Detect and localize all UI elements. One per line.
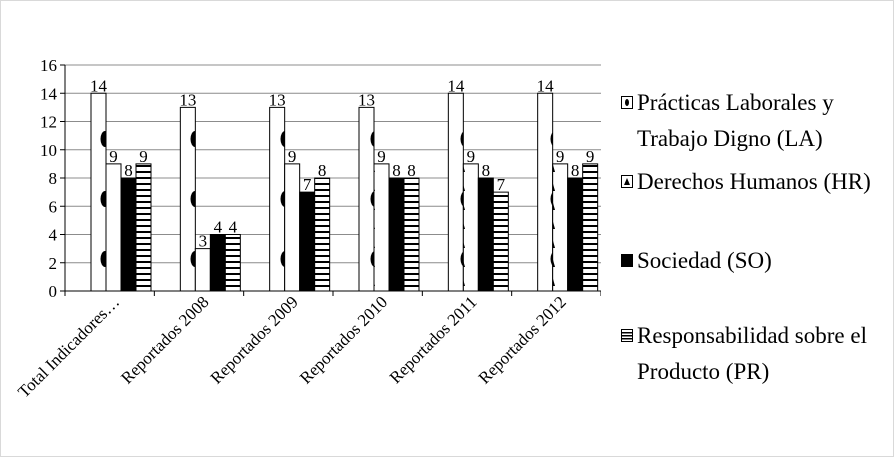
- data-label: 7: [497, 175, 506, 194]
- bar: [477, 177, 494, 292]
- bar: [194, 248, 211, 292]
- legend-item-pr: Responsabilidad sobre el Producto (PR): [617, 318, 887, 390]
- y-tick-label: 16: [40, 56, 57, 75]
- data-label: 14: [447, 76, 465, 95]
- y-tick-label: 2: [49, 254, 58, 273]
- bar: [284, 163, 301, 292]
- y-tick-label: 12: [40, 113, 57, 132]
- bar: [179, 106, 196, 292]
- legend-marker-hr: [621, 175, 633, 188]
- y-tick-label: 4: [49, 226, 58, 245]
- bars: [90, 92, 599, 292]
- data-label: 8: [392, 161, 401, 180]
- y-tick-label: 14: [40, 84, 58, 103]
- legend-marker-la: [621, 96, 633, 109]
- data-label: 8: [124, 161, 133, 180]
- data-label: 9: [288, 147, 297, 166]
- bar: [567, 177, 584, 292]
- bar: [492, 191, 509, 292]
- y-tick-label: 6: [49, 197, 58, 216]
- legend-item-so: Sociedad (SO): [617, 243, 887, 279]
- x-tick-label: Reportados 2008: [117, 292, 212, 387]
- gridlines: [65, 64, 601, 292]
- bar: [552, 163, 569, 292]
- x-tick-label: Reportados 2011: [386, 292, 481, 387]
- x-tick-label: Reportados 2010: [296, 292, 391, 387]
- y-tick-label: 0: [49, 282, 58, 301]
- data-label: 9: [139, 147, 148, 166]
- bar: [537, 92, 554, 292]
- bar: [120, 177, 137, 292]
- bar: [105, 163, 122, 292]
- data-label: 7: [303, 175, 312, 194]
- bar: [224, 234, 241, 292]
- data-label: 3: [199, 232, 208, 251]
- x-tick-label: Reportados 2012: [475, 292, 570, 387]
- data-label: 8: [482, 161, 491, 180]
- bar: [358, 106, 375, 292]
- bar: [314, 177, 331, 292]
- bar: [269, 106, 286, 292]
- data-label: 13: [179, 90, 196, 109]
- data-label: 9: [377, 147, 386, 166]
- legend-item-hr: Derechos Humanos (HR): [617, 164, 887, 200]
- data-label: 13: [269, 90, 286, 109]
- data-label: 8: [318, 161, 327, 180]
- x-tick-label: Total Indicadores…: [14, 292, 123, 401]
- bar: [388, 177, 405, 292]
- bar: [90, 92, 107, 292]
- data-label: 14: [90, 76, 108, 95]
- x-tick-label: Reportados 2009: [207, 292, 302, 387]
- data-label: 4: [214, 218, 223, 237]
- bar: [299, 191, 316, 292]
- legend-marker-pr: [621, 329, 633, 342]
- data-label: 4: [229, 218, 238, 237]
- bar: [135, 163, 152, 292]
- bar: [582, 163, 599, 292]
- data-label: 9: [467, 147, 476, 166]
- data-label: 9: [109, 147, 118, 166]
- data-label: 9: [586, 147, 595, 166]
- legend-item-la: Prácticas Laborales y Trabajo Digno (LA): [617, 85, 887, 157]
- data-label: 8: [571, 161, 580, 180]
- y-tick-label: 10: [40, 141, 57, 160]
- legend-label-pr: Responsabilidad sobre el Producto (PR): [637, 323, 867, 384]
- bar: [447, 92, 464, 292]
- data-label: 9: [556, 147, 565, 166]
- y-tick-label: 8: [49, 169, 58, 188]
- legend-label-la: Prácticas Laborales y Trabajo Digno (LA): [637, 90, 834, 151]
- bar: [209, 234, 226, 292]
- y-axis: 0 2 4 6 8 10 12 14 16: [40, 56, 601, 301]
- legend-marker-so: [621, 254, 633, 267]
- legend-label-hr: Derechos Humanos (HR): [637, 169, 871, 194]
- data-label: 14: [537, 76, 555, 95]
- data-label: 8: [407, 161, 416, 180]
- bar: [462, 163, 479, 292]
- x-axis-tick-labels: Total Indicadores…Reportados 2008Reporta…: [14, 292, 570, 401]
- bar: [373, 163, 390, 292]
- bar: [403, 177, 420, 292]
- data-label: 13: [358, 90, 375, 109]
- legend-label-so: Sociedad (SO): [637, 248, 772, 273]
